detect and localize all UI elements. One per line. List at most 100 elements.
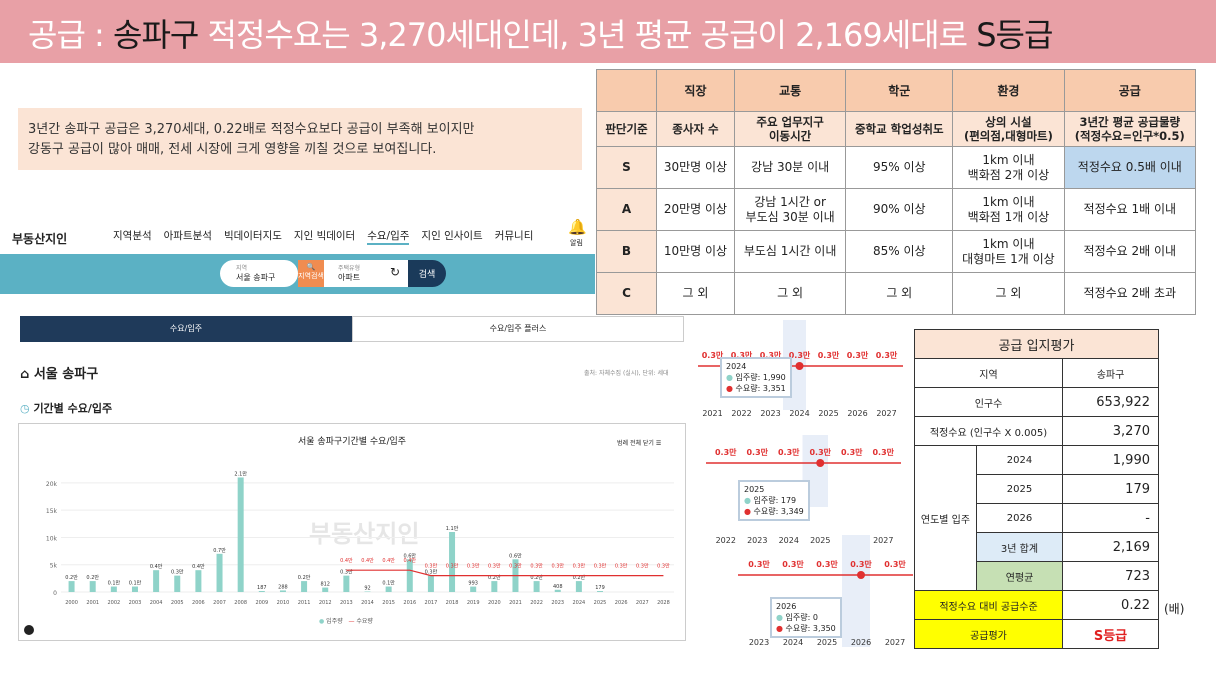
line-label: 0.3만 (876, 350, 898, 360)
x-tick-label: 2005 (171, 600, 184, 606)
supply-evaluation-table: 공급 입지평가 지역 송파구 인구수 653,922 적정수요 (인구수 X 0.0… (914, 329, 1160, 649)
line-label: 0.3만 (425, 563, 438, 570)
line-label: 0.3만 (760, 350, 782, 360)
y-tick-label: 20k (46, 481, 58, 488)
line-label: 0.3만 (884, 559, 906, 569)
criteria-cell: 강남 1시간 or 부도심 30분 이내 (733, 188, 847, 231)
bar-label: 0.7만 (213, 547, 226, 554)
bar-label: 0.6만 (509, 552, 522, 559)
year-label: 2025 (810, 536, 830, 545)
criteria-subheader: 상의 시설 (편의점,대형마트) (952, 111, 1065, 147)
bar-label: 0.3만 (171, 569, 184, 576)
region-select[interactable]: 지역 서울 송파구 (220, 260, 298, 287)
x-tick-label: 2010 (277, 600, 290, 606)
nav-item[interactable]: 아파트분석 (163, 230, 212, 242)
site-logo[interactable]: 부동산지인 (12, 232, 68, 246)
x-tick-label: 2020 (488, 600, 501, 606)
refresh-icon[interactable]: ↻ (382, 260, 408, 287)
summary-line-2: 강동구 공급이 많아 매매, 전세 시장에 크게 영향을 끼칠 것으로 보여집니… (28, 142, 437, 157)
line-label: 0.4만 (361, 557, 374, 564)
criteria-subheader: 중학교 학업성취도 (845, 111, 954, 147)
nav-item[interactable]: 지인 인사이트 (421, 230, 483, 242)
bar-label: 1.1만 (446, 525, 459, 532)
line-label: 0.3만 (746, 447, 768, 457)
type-select[interactable]: 주택유형 아파트 (324, 260, 382, 287)
title-banner: 공급 : 송파구 적정수요는 3,270세대인데, 3년 평균 공급이 2,16… (0, 0, 1216, 63)
x-tick-label: 2008 (234, 600, 247, 606)
eval-label: 공급평가 (914, 619, 1063, 649)
bell-icon[interactable]: 🔔 (568, 218, 587, 236)
y-tick-label: 5k (50, 563, 58, 570)
eval-label: 적정수요 대비 공급수준 (914, 590, 1063, 620)
eval-year: 2026 (976, 503, 1063, 533)
eval-value: 송파구 (1061, 358, 1160, 388)
year-label: 2024 (779, 536, 799, 545)
bar-label: 92 (364, 585, 370, 591)
year-label: 2023 (749, 638, 769, 647)
dot-icon: ● (726, 384, 733, 393)
criteria-table: 직장 교통 학군 환경 공급 판단기준 종사자 수 주요 업무지구 이동시간 중학교 학… (596, 69, 1197, 315)
eval-value: 1,990 (1061, 445, 1160, 475)
bar (153, 570, 160, 592)
tooltip-supply: 입주량: 0 (785, 613, 818, 622)
bar (322, 587, 329, 592)
chart-legend: ● 입주량 — 수요량 (319, 616, 373, 625)
bar-label: 0.2만 (488, 574, 501, 581)
bar (68, 581, 75, 592)
x-tick-label: 2015 (382, 600, 395, 606)
bar (110, 586, 117, 592)
region-search-button[interactable]: 🔍 지역검색 (298, 260, 324, 287)
nav-item[interactable]: 지인 빅데이터 (293, 230, 356, 242)
tooltip-1: 2024 ● 입주량: 1,990 ● 수요량: 3,351 (720, 357, 792, 398)
tooltip-year: 2024 (726, 362, 747, 371)
legend-toggle-label: 범례 전체 닫기 (617, 440, 654, 447)
bar-label: 0.3만 (340, 569, 353, 576)
bar (385, 586, 392, 592)
nav-item[interactable]: 수요/입주 (367, 228, 410, 245)
tooltip-supply: 입주량: 1,990 (735, 373, 786, 382)
bar-label: 0.1만 (382, 580, 395, 587)
grade-label: C (596, 272, 657, 315)
bar (533, 581, 540, 592)
bar-label: 179 (595, 585, 605, 591)
legend-toggle-button[interactable]: 범례 전체 닫기 ☰ (617, 438, 661, 447)
bar (174, 575, 181, 592)
ratio-unit: (배) (1164, 602, 1185, 616)
banner-grade: S등급 (976, 16, 1053, 54)
tab-demand-supply-plus[interactable]: 수요/입주 플러스 (352, 316, 684, 342)
nav-item[interactable]: 지역분석 (113, 230, 152, 242)
bar (89, 581, 96, 592)
tooltip-year: 2026 (776, 602, 797, 611)
region-label: 지역 (236, 265, 248, 272)
nav-item[interactable]: 빅데이터지도 (223, 230, 282, 242)
bar-label: 993 (468, 581, 478, 587)
year-label: 2023 (760, 409, 780, 418)
line-label: 0.3만 (530, 563, 543, 570)
legend-line-swatch: — (348, 618, 355, 625)
grade-label: B (596, 230, 657, 273)
line-label: 0.3만 (818, 350, 840, 360)
tooltip-supply: 입주량: 179 (753, 496, 797, 505)
bar-label: 0.4만 (192, 563, 205, 570)
criteria-header: 공급 (1063, 69, 1197, 112)
criteria-cell: 적정수요 0.5배 이내 (1063, 146, 1197, 189)
source-note: 출처: 자체수집 (실시), 단위: 세대 (584, 370, 669, 377)
line-label: 0.3만 (657, 563, 670, 570)
region-search-label: 지역검색 (298, 272, 324, 280)
year-label: 2025 (818, 409, 838, 418)
eval-value: 2,169 (1061, 532, 1160, 562)
dot-icon: ● (726, 373, 733, 382)
criteria-cell: 그 외 (845, 272, 954, 315)
search-button[interactable]: 검색 (408, 260, 446, 287)
bar-label: 0.2만 (65, 574, 78, 581)
line-label: 0.3만 (488, 563, 501, 570)
fab-icon[interactable] (24, 625, 34, 635)
line-label: 0.3만 (509, 563, 522, 570)
tab-demand-supply[interactable]: 수요/입주 (20, 316, 352, 342)
criteria-cell: 1km 이내 백화점 2개 이상 (952, 146, 1065, 189)
nav-item[interactable]: 커뮤니티 (494, 230, 534, 242)
bar (554, 589, 561, 592)
line-label: 0.3만 (748, 559, 770, 569)
bar-label: 288 (278, 584, 288, 590)
criteria-header-blank (596, 69, 657, 112)
